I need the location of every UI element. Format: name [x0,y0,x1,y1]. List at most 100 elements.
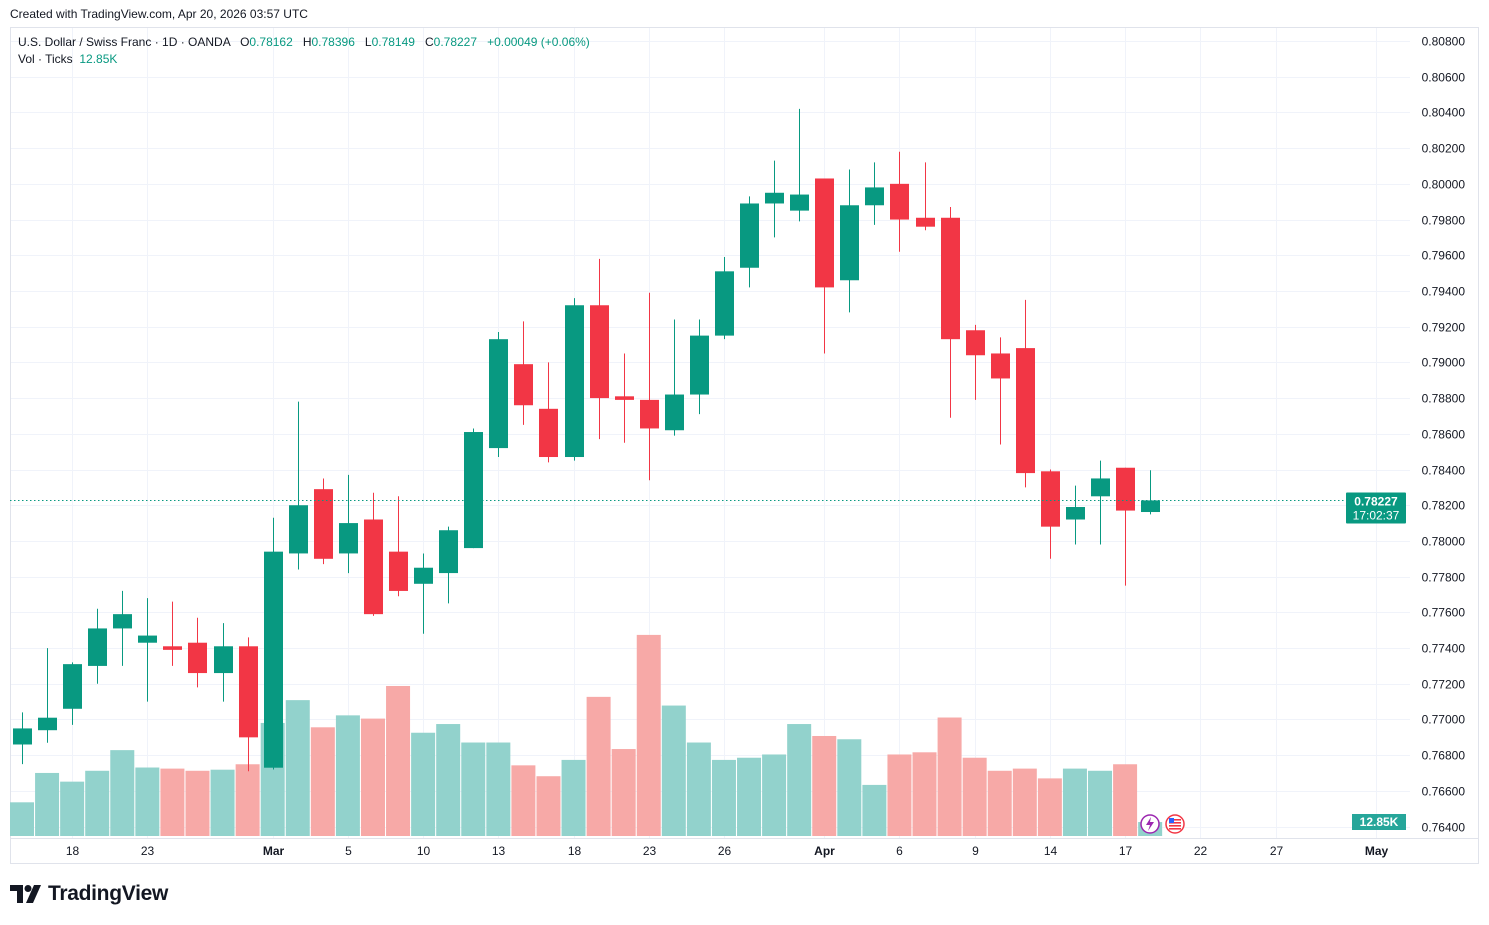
chart-legend: U.S. Dollar / Swiss Franc · 1D · OANDA O… [18,34,590,68]
candle-body [640,399,659,429]
volume-bar [310,727,335,836]
price-tick-label: 0.79000 [1422,356,1466,370]
volume-bar [636,634,661,836]
volume-bar [436,724,461,836]
volume-bar [837,739,862,836]
candle-body [239,646,258,738]
candle-body [163,646,182,650]
last-price-value: 0.78227 [1354,495,1398,509]
candle-body [489,339,508,449]
close-value: 0.78227 [433,35,478,49]
volume-bar [511,765,536,836]
time-tick-label: 23 [643,844,657,858]
ohlc-legend-row: U.S. Dollar / Swiss Franc · 1D · OANDA O… [18,34,590,51]
price-tick-label: 0.80400 [1422,106,1466,120]
price-tick-label: 0.77400 [1422,642,1466,656]
candle-body [966,330,985,356]
time-axis[interactable]: 18 23 Mar 5 10 13 18 23 26 Apr 6 9 14 17 22 27 May [66,844,1389,858]
volume-bar [235,764,260,836]
time-tick-label: 27 [1270,844,1284,858]
price-tick-label: 0.76800 [1422,749,1466,763]
volume-bar [135,767,160,836]
volume-bar [787,724,812,836]
volume-bar [536,776,561,836]
volume-bar [937,717,962,836]
volume-bar [611,749,636,836]
volume-bar [1037,778,1062,836]
price-axis[interactable]: 0.80800 0.80600 0.80400 0.80200 0.80000 0.798… [1422,35,1466,835]
open-value: 0.78162 [249,35,293,49]
candle-body [890,183,909,220]
volume-bar [210,769,235,836]
open-label: O [240,35,250,49]
symbol-description[interactable]: U.S. Dollar / Swiss Franc · 1D · OANDA [18,35,231,49]
candle-body [1066,507,1085,520]
candle-body [865,187,884,206]
time-tick-label: 14 [1044,844,1058,858]
volume-bar [486,742,511,836]
candle-body [715,271,734,336]
price-tick-label: 0.79600 [1422,249,1466,263]
candle-body [63,664,82,709]
candles [13,108,1160,772]
time-tick-label: 9 [972,844,979,858]
volume-bar [335,715,360,836]
candle-body [590,305,609,399]
candle-body [1016,348,1035,474]
created-with-note: Created with TradingView.com, Apr 20, 20… [10,7,308,21]
candle-body [339,523,358,554]
time-tick-label: 23 [141,844,155,858]
volume-bar [461,742,486,836]
volume-bar [1012,768,1037,836]
volume-bar [185,770,210,836]
candle-body [665,394,684,431]
candle-body [991,353,1010,379]
candle-body [214,646,233,674]
price-tick-label: 0.79200 [1422,321,1466,335]
candle-body [314,489,333,559]
candle-body [514,364,533,406]
volume-bar [737,757,762,836]
candle-body [916,217,935,227]
candle-body [1141,500,1160,513]
candle-body [941,217,960,340]
volume-bar [661,705,686,836]
time-tick-label: Mar [263,844,285,858]
volume-label[interactable]: Vol · Ticks [18,52,73,66]
tradingview-logo-text: TradingView [48,882,169,905]
volume-bar [60,781,85,836]
volume-bars [10,634,1163,836]
tradingview-logo[interactable]: TradingView [10,882,168,906]
candle-body [88,628,107,666]
candle-body [1116,467,1135,511]
low-label: L [364,35,372,49]
volume-bar [1088,770,1113,836]
volume-bar [160,768,185,836]
candle-body [565,305,584,458]
time-tick-label: 13 [492,844,506,858]
candle-body [1041,471,1060,527]
time-tick-label: 18 [66,844,80,858]
candle-body [765,192,784,204]
high-label: H [302,35,312,49]
candle-body [840,205,859,281]
price-tick-label: 0.78800 [1422,392,1466,406]
candle-body [615,396,634,400]
volume-bar [887,754,912,836]
volume-bar [762,754,787,836]
price-tick-label: 0.78200 [1422,499,1466,513]
us-flag-economic-event-icon[interactable] [1165,814,1185,834]
candle-body [439,530,458,574]
events-lightning-icon[interactable] [1140,814,1160,834]
price-tick-label: 0.77600 [1422,606,1466,620]
candle-body [690,335,709,395]
volume-bar [862,784,887,836]
price-tick-label: 0.77800 [1422,571,1466,585]
close-label: C [424,35,434,49]
volume-legend-row: Vol · Ticks 12.85K [18,51,590,68]
price-tick-label: 0.78400 [1422,464,1466,478]
volume-bar [812,735,837,836]
candle-body [38,717,57,731]
volume-bar [10,802,34,836]
